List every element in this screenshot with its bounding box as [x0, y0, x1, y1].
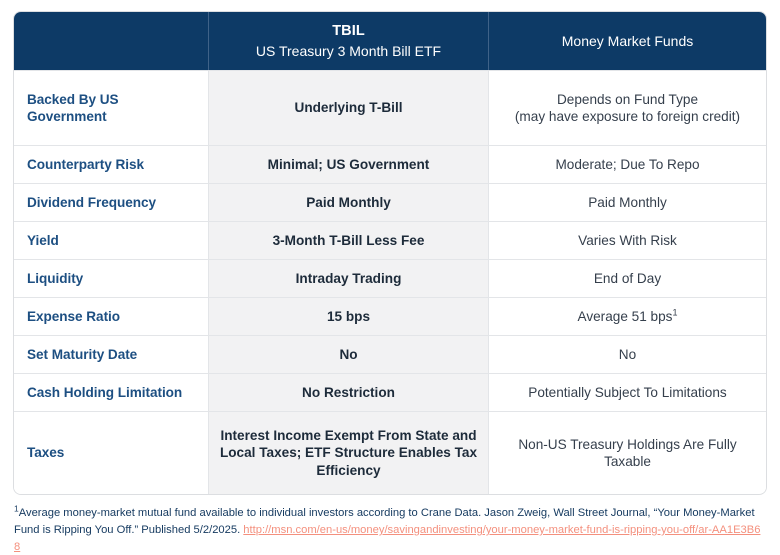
row-tbil-value: No Restriction [208, 373, 488, 412]
row-mmf-value: Moderate; Due To Repo [488, 145, 766, 184]
row-tbil-value: 15 bps [208, 297, 488, 336]
row-tbil-value: Minimal; US Government [208, 145, 488, 184]
table-row: Counterparty Risk Minimal; US Government… [14, 145, 766, 184]
comparison-table-page: TBIL US Treasury 3 Month Bill ETF Money … [14, 12, 766, 553]
row-mmf-value: Potentially Subject To Limitations [488, 373, 766, 412]
table-header-row: TBIL US Treasury 3 Month Bill ETF Money … [14, 12, 766, 71]
row-feature-label: Cash Holding Limitation [14, 373, 208, 412]
row-feature-label: Backed By US Government [14, 70, 208, 146]
column-header-feature [14, 12, 208, 71]
row-mmf-value: Paid Monthly [488, 183, 766, 222]
row-mmf-value: Average 51 bps1 [488, 297, 766, 336]
table-header: TBIL US Treasury 3 Month Bill ETF Money … [14, 12, 766, 71]
table-row: Yield 3-Month T-Bill Less Fee Varies Wit… [14, 221, 766, 260]
row-tbil-value: Interest Income Exempt From State and Lo… [208, 411, 488, 495]
row-feature-label: Dividend Frequency [14, 183, 208, 222]
row-mmf-value: Non-US Treasury Holdings Are Fully Taxab… [488, 411, 766, 495]
column-header-tbil-subtitle: US Treasury 3 Month Bill ETF [255, 42, 442, 59]
row-feature-label: Expense Ratio [14, 297, 208, 336]
row-feature-label: Liquidity [14, 259, 208, 298]
table-row: Expense Ratio 15 bps Average 51 bps1 [14, 297, 766, 336]
row-mmf-value: Varies With Risk [488, 221, 766, 260]
row-feature-label: Set Maturity Date [14, 335, 208, 374]
footnote-mark: 1 [14, 503, 19, 514]
column-header-tbil-ticker: TBIL [332, 23, 365, 39]
table-row: Taxes Interest Income Exempt From State … [14, 411, 766, 495]
row-tbil-value: Intraday Trading [208, 259, 488, 298]
row-tbil-value: Paid Monthly [208, 183, 488, 222]
row-mmf-value: No [488, 335, 766, 374]
row-mmf-value: Depends on Fund Type (may have exposure … [488, 70, 766, 146]
row-feature-label: Counterparty Risk [14, 145, 208, 184]
column-header-money-market-funds-label: Money Market Funds [561, 32, 694, 49]
footnote-reference-mark: 1 [672, 307, 678, 318]
footnote-text: Average money-market mutual fund availab… [14, 507, 755, 537]
column-header-money-market-funds: Money Market Funds [488, 12, 766, 71]
table-row: Liquidity Intraday Trading End of Day [14, 259, 766, 298]
row-tbil-value: Underlying T-Bill [208, 70, 488, 146]
table-row: Dividend Frequency Paid Monthly Paid Mon… [14, 183, 766, 222]
table-body: Backed By US Government Underlying T-Bil… [14, 70, 766, 495]
table-row: Cash Holding Limitation No Restriction P… [14, 373, 766, 412]
row-tbil-value: 3-Month T-Bill Less Fee [208, 221, 488, 260]
table-row: Backed By US Government Underlying T-Bil… [14, 70, 766, 146]
tbil-vs-money-market-comparison-table: TBIL US Treasury 3 Month Bill ETF Money … [14, 12, 766, 495]
table-row: Set Maturity Date No No [14, 335, 766, 374]
column-header-tbil: TBIL US Treasury 3 Month Bill ETF [208, 12, 488, 71]
footnote: 1Average money-market mutual fund availa… [14, 503, 764, 555]
row-feature-label: Taxes [14, 411, 208, 495]
row-mmf-value-text: Average 51 bps [577, 308, 673, 324]
row-feature-label: Yield [14, 221, 208, 260]
row-mmf-value: End of Day [488, 259, 766, 298]
row-tbil-value: No [208, 335, 488, 374]
